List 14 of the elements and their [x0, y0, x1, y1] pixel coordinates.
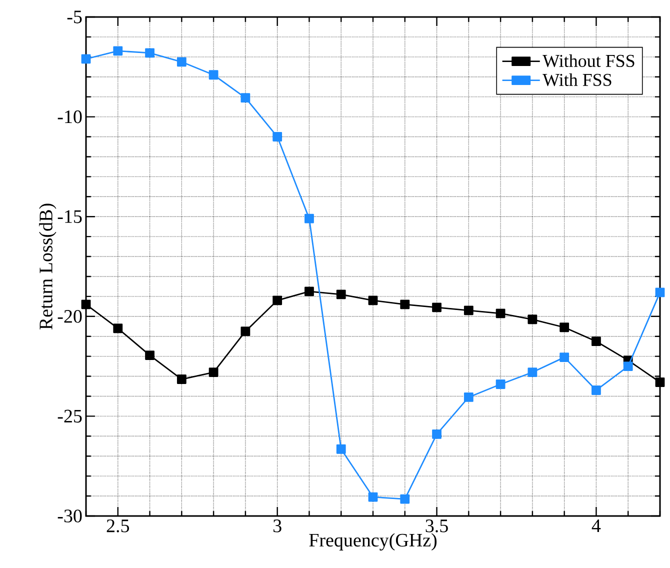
- y-tick-label: -20: [58, 310, 82, 323]
- y-tick-label: -10: [58, 110, 82, 124]
- y-axis-title: Return Loss(dB): [39, 204, 56, 330]
- y-tick-label: -5: [67, 10, 82, 24]
- x-tick-label: 2.5: [106, 520, 130, 532]
- x-tick-label: 3.5: [426, 520, 448, 532]
- y-tick-label: -25: [58, 410, 82, 423]
- legend-label: Without FSS: [542, 54, 634, 68]
- y-tick-label: -15: [58, 210, 82, 223]
- y-tick-label: -30: [58, 510, 82, 522]
- x-axis-title: Frequency(GHz): [309, 533, 437, 551]
- legend-label: With FSS: [542, 73, 612, 86]
- x-tick-label: 4: [592, 520, 601, 532]
- x-tick-label: 3: [273, 520, 282, 532]
